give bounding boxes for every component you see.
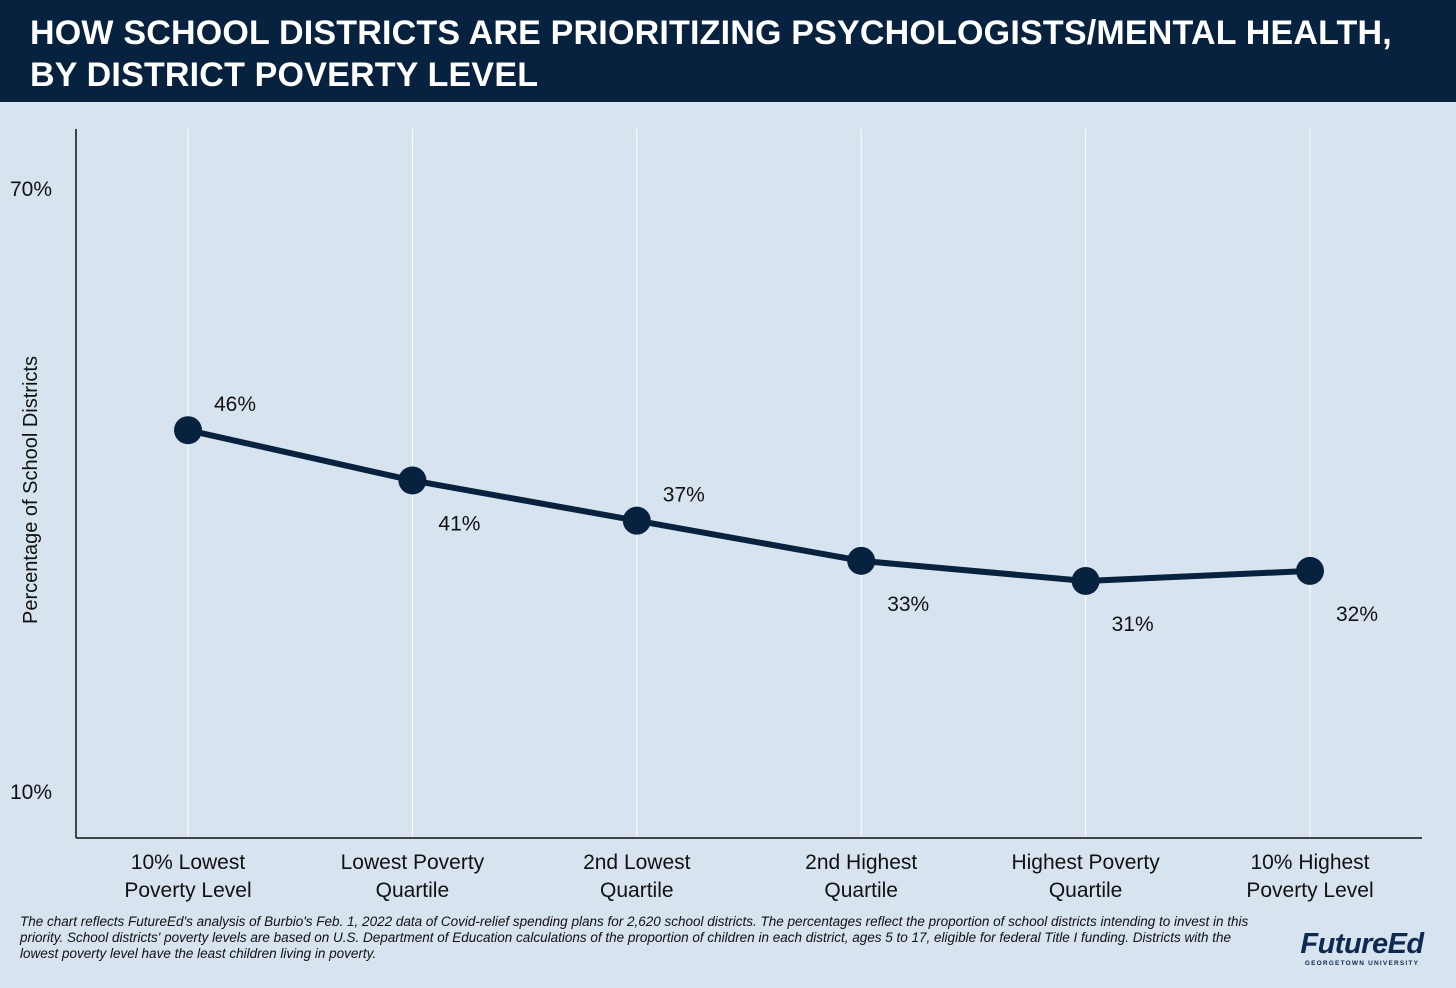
data-point: [1296, 556, 1324, 585]
y-tick-label: 10%: [10, 781, 52, 804]
data-point: [1071, 566, 1100, 595]
header-banner: HOW SCHOOL DISTRICTS ARE PRIORITIZING PS…: [0, 0, 1456, 102]
x-tick-label-line: Quartile: [376, 879, 450, 902]
x-tick-label: Lowest Poverty Quartile: [341, 851, 485, 902]
x-tick-label-line: 10% Lowest: [131, 851, 246, 874]
x-tick-label-line: Quartile: [600, 879, 674, 902]
x-tick-label: 10% Lowest Poverty Level: [124, 851, 251, 902]
x-tick-label: Highest Poverty Quartile: [1011, 851, 1160, 902]
x-tick-label-line: 2nd Highest: [805, 851, 917, 874]
logo-wordmark: FutureEd: [1300, 928, 1424, 960]
series-line: [185, 427, 1313, 584]
chart-title-line-1: HOW SCHOOL DISTRICTS ARE PRIORITIZING PS…: [30, 14, 1392, 52]
data-point: [398, 466, 427, 495]
chart-title: HOW SCHOOL DISTRICTS ARE PRIORITIZING PS…: [30, 12, 1430, 96]
line-chart: Percentage of School Districts 70% 10% 46…: [10, 129, 1422, 902]
data-label: 32%: [1336, 603, 1378, 626]
chart-title-line-2: BY DISTRICT POVERTY LEVEL: [30, 56, 539, 94]
footnote: The chart reflects FutureEd's analysis o…: [20, 914, 1249, 961]
x-tick-label-line: 10% Highest: [1250, 851, 1369, 874]
x-tick-label: 2nd Highest Quartile: [805, 851, 917, 902]
data-label: 37%: [663, 484, 705, 507]
x-tick-labels: 10% Lowest Poverty Level Lowest Poverty Qua…: [124, 851, 1373, 902]
logo-subtitle: GEORGETOWN UNIVERSITY: [1304, 960, 1420, 967]
x-tick-label: 2nd Lowest Quartile: [583, 851, 691, 902]
data-point: [847, 546, 876, 575]
y-axis-label: Percentage of School Districts: [20, 356, 42, 624]
x-tick-label-line: Lowest Poverty: [341, 851, 485, 874]
x-tick-label-line: Quartile: [824, 879, 898, 902]
data-point: [622, 506, 651, 535]
futureed-logo: FutureEd GEORGETOWN UNIVERSITY: [1292, 928, 1432, 968]
x-tick-label: 10% Highest Poverty Level: [1246, 851, 1373, 902]
x-tick-label-line: Highest Poverty: [1011, 851, 1160, 874]
x-tick-label-line: Quartile: [1049, 879, 1123, 902]
data-label: 46%: [214, 393, 256, 416]
x-tick-label-line: 2nd Lowest: [583, 851, 691, 874]
series: 46% 41% 37% 33% 31% 32%: [174, 393, 1378, 636]
x-tick-label-line: Poverty Level: [1246, 879, 1373, 902]
gridlines: [187, 129, 1311, 838]
data-label: 31%: [1112, 613, 1154, 636]
x-tick-label-line: Poverty Level: [124, 879, 251, 902]
data-point: [174, 416, 202, 445]
data-label: 41%: [438, 512, 480, 535]
y-tick-label: 70%: [10, 178, 52, 201]
data-label: 33%: [887, 593, 929, 616]
y-tick-labels: 70% 10%: [10, 178, 52, 804]
